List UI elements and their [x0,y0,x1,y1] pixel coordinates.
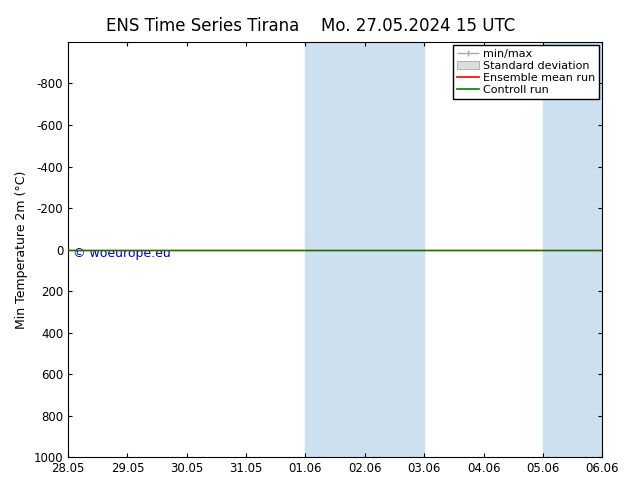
Bar [543,42,602,457]
Bar [306,42,424,457]
Y-axis label: Min Temperature 2m (°C): Min Temperature 2m (°C) [15,171,28,329]
Text: © woeurope.eu: © woeurope.eu [74,247,171,261]
Text: Mo. 27.05.2024 15 UTC: Mo. 27.05.2024 15 UTC [321,17,515,35]
Legend: min/max, Standard deviation, Ensemble mean run, Controll run: min/max, Standard deviation, Ensemble me… [453,45,599,98]
Text: ENS Time Series Tirana: ENS Time Series Tirana [107,17,299,35]
